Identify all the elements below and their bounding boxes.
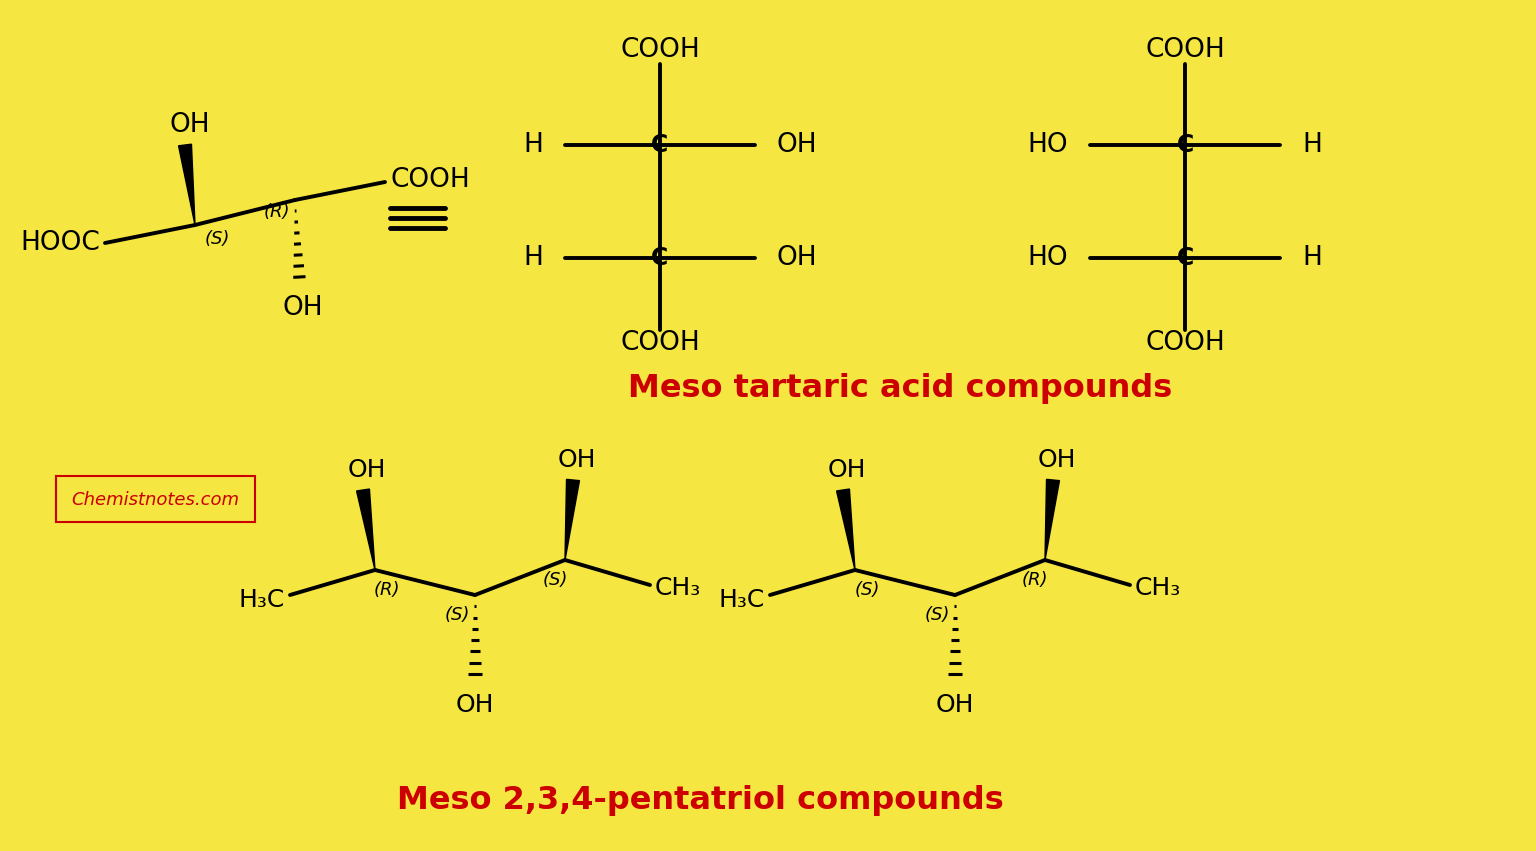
Text: CH₃: CH₃ bbox=[654, 576, 702, 600]
Text: (R): (R) bbox=[1021, 571, 1048, 589]
Text: (S): (S) bbox=[444, 606, 470, 624]
Text: OH: OH bbox=[347, 458, 386, 482]
Text: H: H bbox=[524, 132, 544, 158]
Text: (R): (R) bbox=[264, 203, 290, 221]
Text: OH: OH bbox=[169, 112, 210, 138]
Text: (S): (S) bbox=[204, 230, 230, 248]
Text: (S): (S) bbox=[854, 581, 880, 599]
Text: Chemistnotes.com: Chemistnotes.com bbox=[71, 491, 240, 509]
Text: C: C bbox=[651, 246, 668, 270]
FancyBboxPatch shape bbox=[55, 476, 255, 522]
Text: H: H bbox=[1303, 132, 1322, 158]
Text: OH: OH bbox=[558, 448, 596, 472]
Text: OH: OH bbox=[456, 693, 495, 717]
Text: H₃C: H₃C bbox=[238, 588, 286, 612]
Text: H: H bbox=[524, 245, 544, 271]
Polygon shape bbox=[1044, 479, 1060, 560]
Text: OH: OH bbox=[935, 693, 974, 717]
Text: CH₃: CH₃ bbox=[1135, 576, 1181, 600]
Text: COOH: COOH bbox=[1146, 330, 1224, 356]
Text: C: C bbox=[1177, 246, 1193, 270]
Text: HO: HO bbox=[1028, 132, 1068, 158]
Text: C: C bbox=[651, 133, 668, 157]
Polygon shape bbox=[356, 489, 375, 570]
Text: C: C bbox=[1177, 133, 1193, 157]
Text: COOH: COOH bbox=[1146, 37, 1224, 63]
Text: (R): (R) bbox=[373, 581, 401, 599]
Text: OH: OH bbox=[777, 245, 817, 271]
Text: HOOC: HOOC bbox=[20, 230, 100, 256]
Text: (S): (S) bbox=[542, 571, 568, 589]
Text: OH: OH bbox=[1038, 448, 1077, 472]
Text: COOH: COOH bbox=[621, 330, 700, 356]
Text: OH: OH bbox=[777, 132, 817, 158]
Text: OH: OH bbox=[828, 458, 866, 482]
Text: Meso tartaric acid compounds: Meso tartaric acid compounds bbox=[628, 373, 1172, 403]
Text: COOH: COOH bbox=[390, 167, 470, 193]
Text: (S): (S) bbox=[925, 606, 949, 624]
Polygon shape bbox=[178, 144, 195, 225]
Polygon shape bbox=[837, 489, 856, 570]
Text: H: H bbox=[1303, 245, 1322, 271]
Text: OH: OH bbox=[283, 295, 323, 321]
Text: COOH: COOH bbox=[621, 37, 700, 63]
Text: Meso 2,3,4-pentatriol compounds: Meso 2,3,4-pentatriol compounds bbox=[396, 785, 1003, 815]
Text: HO: HO bbox=[1028, 245, 1068, 271]
Text: H₃C: H₃C bbox=[719, 588, 765, 612]
Polygon shape bbox=[565, 479, 579, 560]
